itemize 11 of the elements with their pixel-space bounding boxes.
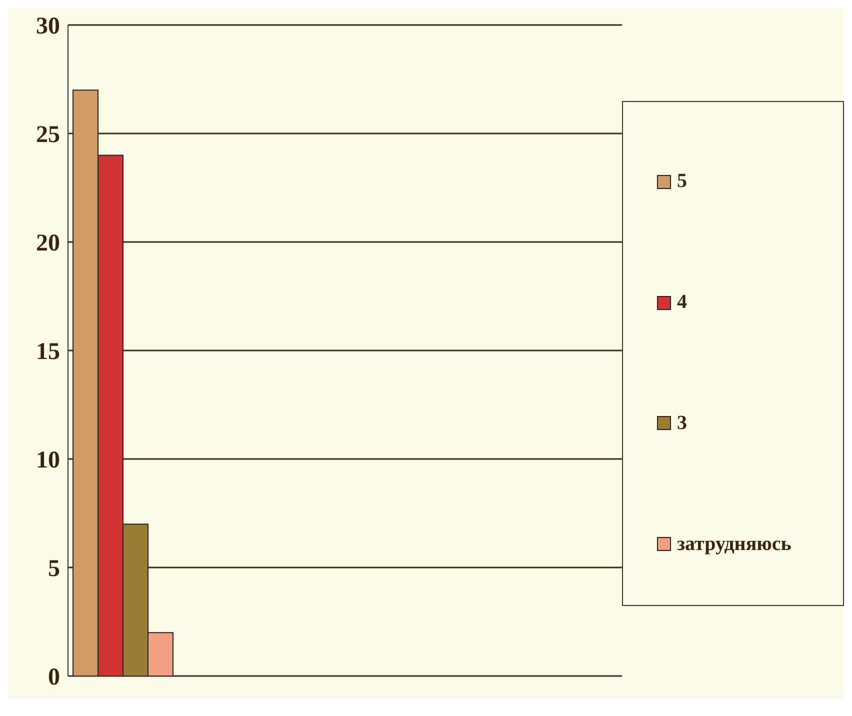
y-tick-label: 25: [36, 122, 60, 148]
y-tick-label: 10: [36, 448, 60, 474]
legend-label: затрудняюсь: [676, 532, 792, 556]
y-tick-label: 15: [36, 339, 60, 366]
legend-label: 5: [676, 170, 688, 194]
y-tick-label: 30: [36, 14, 60, 40]
legend-label: 4: [676, 291, 688, 314]
y-tick-label: 5: [48, 556, 60, 582]
legend-label: 3: [676, 412, 688, 435]
y-tick-label: 0: [48, 664, 60, 691]
y-tick-label: 20: [36, 230, 60, 257]
